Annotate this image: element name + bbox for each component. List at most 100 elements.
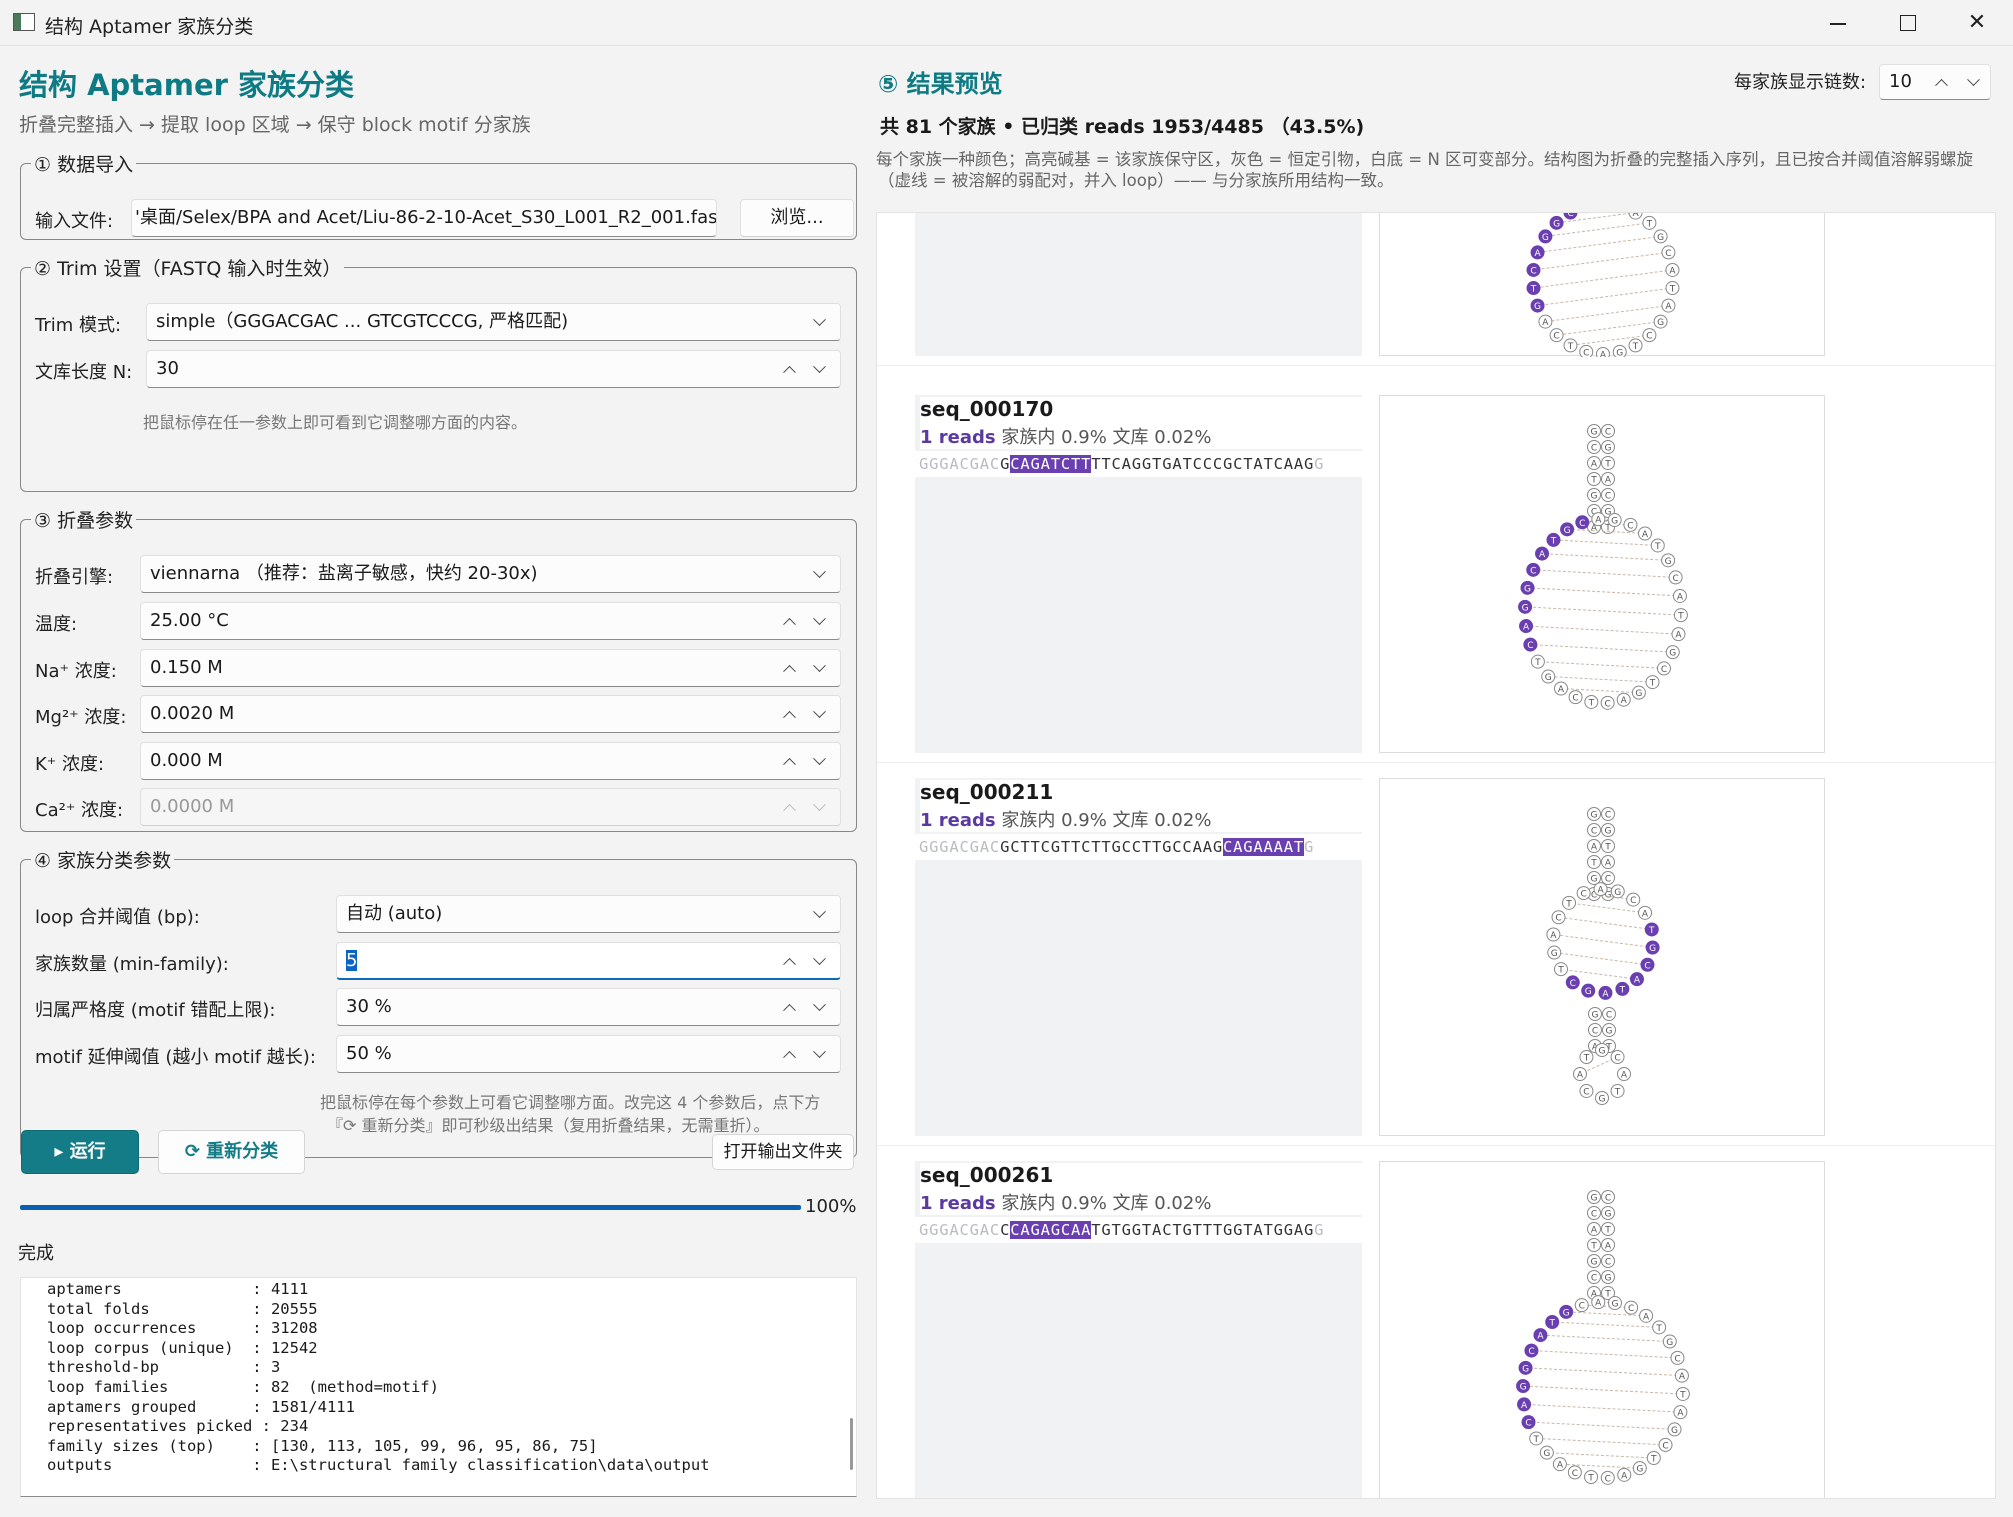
browse-button[interactable]: 浏览... xyxy=(740,199,854,237)
decrement-icon[interactable] xyxy=(806,696,832,732)
nucleotide-label: A xyxy=(1677,592,1684,602)
increment-icon[interactable] xyxy=(776,650,802,686)
library-length-label: 文库长度 N: xyxy=(35,362,133,383)
nucleotide xyxy=(1563,213,1578,220)
increment-icon[interactable] xyxy=(776,743,802,779)
strictness-spinbox[interactable]: 30 % xyxy=(336,988,841,1026)
nucleotide-label: G xyxy=(1657,318,1664,328)
library-length-spinbox[interactable]: 30 xyxy=(146,350,841,388)
min-family-spinbox[interactable]: 5 xyxy=(336,942,841,980)
nucleotide xyxy=(1549,328,1564,343)
fold-engine-value: viennarna （推荐：盐离子敏感，快约 20-30x) xyxy=(150,563,538,584)
temperature-spinbox[interactable]: 25.00 °C xyxy=(140,602,841,640)
decrement-icon[interactable] xyxy=(806,1036,832,1072)
increment-icon[interactable] xyxy=(776,696,802,732)
nucleotide-label: T xyxy=(1604,460,1611,470)
mg-spinbox[interactable]: 0.0020 M xyxy=(140,695,841,733)
nucleotide-label: A xyxy=(1537,1332,1544,1342)
log-scrollbar[interactable] xyxy=(850,1418,853,1470)
nucleotide xyxy=(1653,229,1668,244)
input-file-field[interactable]: '桌面/Selex/BPA and Acet/Liu-86-2-10-Acet_… xyxy=(131,199,717,237)
nucleotide xyxy=(1671,627,1686,642)
nucleotide xyxy=(1661,553,1676,568)
nucleotide-label: C xyxy=(1644,961,1650,971)
nucleotide-label: G xyxy=(1611,1299,1618,1309)
weak-pair-line xyxy=(1548,676,1653,683)
decrement-icon[interactable] xyxy=(806,351,832,387)
increment-icon[interactable] xyxy=(776,603,802,639)
strictness-label: 归属严格度 (motif 错配上限): xyxy=(35,1000,276,1021)
nucleotide-label: C xyxy=(1567,212,1573,219)
weak-pair-line xyxy=(1552,1321,1660,1328)
input-file-label: 输入文件: xyxy=(35,211,114,232)
reclassify-button[interactable]: ⟳ 重新分类 xyxy=(158,1130,305,1174)
nucleotide xyxy=(1568,690,1583,705)
nucleotide xyxy=(1541,669,1556,684)
nucleotide xyxy=(1640,957,1655,972)
decrement-icon[interactable] xyxy=(806,603,832,639)
nucleotide-label: A xyxy=(1539,550,1546,560)
stats-text: 家族内 0.9% 文库 0.02% xyxy=(995,810,1212,831)
decrement-icon[interactable] xyxy=(806,743,832,779)
title-bar: 结构 Aptamer 家族分类 ✕ xyxy=(0,0,2013,46)
maximize-button[interactable] xyxy=(1872,0,1942,46)
nucleotide-label: A xyxy=(1605,476,1612,486)
merge-threshold-label: loop 合并阈值 (bp): xyxy=(35,907,200,928)
nucleotide-label: A xyxy=(1557,1461,1564,1471)
weak-pair-line xyxy=(1566,1311,1647,1317)
open-output-folder-button[interactable]: 打开输出文件夹 xyxy=(712,1134,854,1170)
weak-pair-line xyxy=(1533,269,1673,289)
nucleotide xyxy=(1653,314,1668,329)
close-button[interactable]: ✕ xyxy=(1967,10,1987,35)
decrement-icon[interactable] xyxy=(806,989,832,1025)
nucleotide-label: T xyxy=(1565,899,1572,909)
nucleotide-label: C xyxy=(1605,1258,1611,1268)
nucleotide xyxy=(1610,1050,1625,1065)
nucleotide xyxy=(1601,488,1615,502)
nucleotide xyxy=(1587,440,1601,454)
weak-pair-line xyxy=(1533,251,1669,271)
trim-mode-value: simple（GGGACGAC ... GTCGTCCCG, 严格匹配) xyxy=(156,311,569,332)
nucleotide-label: A xyxy=(1591,1290,1598,1300)
fold-engine-select[interactable]: viennarna （推荐：盐离子敏感，快约 20-30x) xyxy=(140,555,841,593)
weak-pair-line xyxy=(1525,606,1681,616)
motif-extend-spinbox[interactable]: 50 % xyxy=(336,1035,841,1073)
nucleotide-label: G xyxy=(1605,827,1612,837)
k-spinbox[interactable]: 0.000 M xyxy=(140,742,841,780)
variable-pre: GCTTCGTTCTTGCCTTGCCAAG xyxy=(1000,838,1223,856)
settings-panel: 结构 Aptamer 家族分类 折叠完整插入 → 提取 loop 区域 → 保守… xyxy=(0,46,868,1517)
nucleotide-label: A xyxy=(1605,859,1612,869)
weak-pair-line xyxy=(1526,625,1679,635)
per-family-spinbox[interactable]: 10 xyxy=(1879,64,1991,100)
sequence-line: GGGACGACGCAGATCTTTTCAGGTGATCCCGCTATCAAGG xyxy=(915,451,1362,477)
trim-mode-select[interactable]: simple（GGGACGAC ... GTCGTCCCG, 严格匹配) xyxy=(146,303,841,341)
increment-icon[interactable] xyxy=(776,1036,802,1072)
nucleotide xyxy=(1588,1023,1602,1037)
sequence-panel xyxy=(915,213,1362,356)
nucleotide-label: C xyxy=(1604,699,1610,709)
nucleotide-label: T xyxy=(1587,1474,1594,1484)
increment-icon[interactable] xyxy=(776,351,802,387)
nucleotide-label: G xyxy=(1522,1364,1529,1374)
nucleotide-label: A xyxy=(1577,1071,1584,1081)
nucleotide-label: A xyxy=(1621,696,1628,706)
nucleotide-label: T xyxy=(1654,542,1661,552)
decrement-icon[interactable] xyxy=(806,650,832,686)
na-spinbox[interactable]: 0.150 M xyxy=(140,649,841,687)
nucleotide-label: T xyxy=(1588,698,1595,708)
minimize-button[interactable] xyxy=(1803,0,1873,46)
increment-icon[interactable] xyxy=(776,989,802,1025)
decrement-icon[interactable] xyxy=(806,943,832,978)
increment-icon[interactable] xyxy=(776,943,802,978)
merge-threshold-select[interactable]: 自动 (auto) xyxy=(336,895,841,933)
nucleotide xyxy=(1573,1067,1587,1081)
log-output[interactable]: aptamers : 4111 total folds : 20555 loop o… xyxy=(20,1277,857,1497)
increment-icon[interactable] xyxy=(1928,64,1954,100)
nucleotide-label: C xyxy=(1591,827,1597,837)
progress-bar xyxy=(20,1205,801,1210)
decrement-icon[interactable] xyxy=(1960,64,1986,100)
log-line: loop families : 82 (method=motif) xyxy=(47,1377,439,1396)
nucleotide xyxy=(1665,645,1680,660)
run-button[interactable]: ▸ 运行 xyxy=(21,1130,139,1174)
